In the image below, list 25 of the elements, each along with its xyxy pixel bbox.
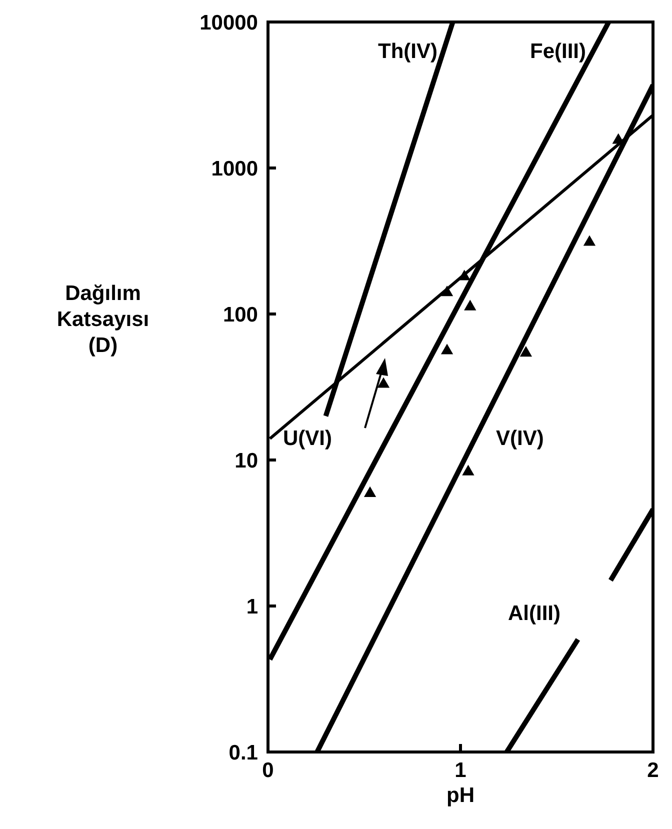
y-tick-label: 10 — [234, 449, 258, 472]
x-tick-label: 0 — [262, 758, 274, 782]
series-label: Th(IV) — [378, 40, 438, 63]
x-axis-title: pH — [446, 784, 474, 807]
series-label: Al(III) — [508, 602, 560, 625]
x-tick-label: 1 — [454, 758, 467, 782]
y-tick-label: 1 — [246, 595, 258, 618]
point — [520, 346, 532, 357]
point — [440, 344, 454, 354]
series-label: Fe(III) — [530, 40, 586, 63]
point — [464, 300, 476, 310]
point — [377, 377, 390, 388]
point — [462, 464, 474, 476]
point — [583, 235, 596, 246]
y-tick-label: 0.1 — [228, 741, 258, 764]
x-tick-label: 2 — [647, 758, 659, 782]
y-tick-label: 10000 — [200, 11, 258, 34]
point — [458, 270, 470, 280]
y-tick-label: 100 — [222, 303, 258, 326]
y-tick-label: 1000 — [211, 157, 258, 180]
point — [364, 486, 376, 497]
series-label: U(VI) — [283, 427, 332, 450]
series-label: V(IV) — [496, 427, 544, 450]
y-axis-title: Dağılım Katsayısı (D) — [56, 282, 150, 357]
point — [440, 286, 454, 296]
